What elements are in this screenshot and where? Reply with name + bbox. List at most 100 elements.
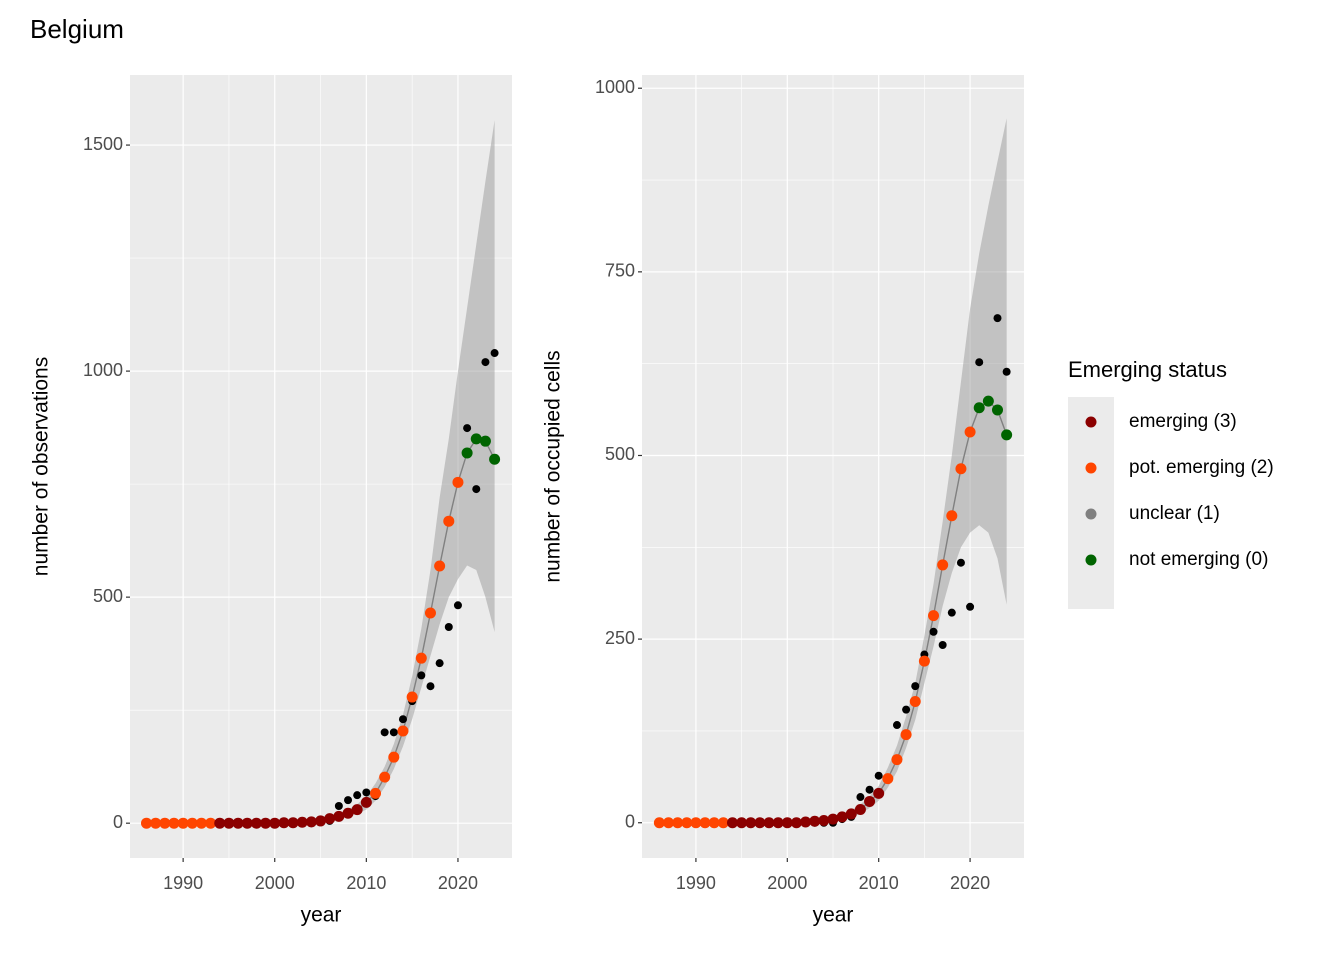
fit-point bbox=[690, 817, 702, 829]
x-tick-label: 2020 bbox=[950, 873, 990, 893]
fit-point bbox=[168, 817, 180, 829]
fit-point bbox=[278, 817, 290, 829]
y-tick-label: 1000 bbox=[83, 360, 123, 380]
fit-point bbox=[315, 815, 327, 827]
y-tick-label: 0 bbox=[625, 811, 635, 831]
x-tick-label: 2020 bbox=[438, 873, 478, 893]
fit-point bbox=[461, 447, 473, 459]
fit-point bbox=[745, 817, 757, 829]
fit-point bbox=[150, 817, 162, 829]
fit-point bbox=[937, 559, 949, 571]
fit-point bbox=[470, 433, 482, 445]
fit-point bbox=[864, 795, 876, 807]
x-axis-title: year bbox=[813, 904, 854, 927]
fit-point bbox=[827, 813, 839, 825]
fit-point bbox=[854, 804, 866, 816]
fit-point bbox=[177, 817, 189, 829]
fit-point bbox=[909, 696, 921, 708]
observed-point bbox=[463, 424, 472, 433]
observed-point bbox=[929, 627, 938, 636]
fit-point bbox=[708, 817, 720, 829]
fit-point bbox=[406, 691, 418, 703]
fit-point bbox=[653, 817, 665, 829]
fit-point bbox=[809, 815, 821, 827]
fit-point bbox=[443, 515, 455, 527]
fit-point bbox=[397, 725, 409, 737]
x-axis-title: year bbox=[301, 904, 342, 927]
fit-point bbox=[324, 813, 336, 825]
observed-point bbox=[1002, 367, 1011, 376]
y-axis-title: number of occupied cells bbox=[542, 350, 565, 582]
figure-title: Belgium bbox=[30, 14, 124, 44]
fit-point bbox=[928, 610, 940, 622]
observed-point bbox=[947, 608, 956, 617]
fit-point bbox=[195, 817, 207, 829]
y-tick-label: 750 bbox=[605, 261, 635, 281]
fit-point bbox=[900, 729, 912, 741]
fit-point bbox=[250, 817, 262, 829]
fit-point bbox=[232, 817, 244, 829]
legend-title: Emerging status bbox=[1068, 357, 1227, 382]
fit-point bbox=[140, 817, 152, 829]
fit-point bbox=[379, 771, 391, 783]
fit-point bbox=[489, 453, 501, 465]
fit-point bbox=[982, 395, 994, 407]
observed-point bbox=[389, 728, 398, 737]
fit-point bbox=[964, 426, 976, 438]
legend-label: not emerging (0) bbox=[1129, 549, 1268, 570]
fit-point bbox=[186, 817, 198, 829]
observed-point bbox=[490, 349, 499, 358]
observed-point bbox=[874, 771, 883, 780]
x-tick-label: 2010 bbox=[346, 873, 386, 893]
observed-point bbox=[435, 659, 444, 668]
fit-point bbox=[241, 817, 253, 829]
observed-point bbox=[380, 728, 389, 737]
fit-point bbox=[882, 773, 894, 785]
observed-point bbox=[856, 793, 865, 802]
y-tick-label: 1500 bbox=[83, 134, 123, 154]
fit-point bbox=[918, 655, 930, 667]
observed-point bbox=[481, 358, 490, 367]
fit-point bbox=[479, 435, 491, 447]
fit-point bbox=[772, 817, 784, 829]
fit-point bbox=[1001, 429, 1013, 441]
observed-point bbox=[993, 314, 1002, 323]
x-tick-label: 1990 bbox=[676, 873, 716, 893]
fit-point bbox=[296, 816, 308, 828]
fit-point bbox=[681, 817, 693, 829]
observed-point bbox=[453, 601, 462, 610]
observed-point bbox=[911, 682, 920, 691]
legend-keys-bg bbox=[1068, 397, 1114, 609]
fit-point bbox=[333, 810, 345, 822]
fit-point bbox=[214, 817, 226, 829]
fit-point bbox=[845, 808, 857, 820]
observed-point bbox=[417, 671, 426, 680]
y-tick-label: 250 bbox=[605, 628, 635, 648]
fit-point bbox=[370, 787, 382, 799]
y-tick-label: 500 bbox=[605, 444, 635, 464]
observed-point bbox=[344, 796, 353, 805]
fit-point bbox=[159, 817, 171, 829]
fit-point bbox=[946, 510, 958, 522]
fit-point bbox=[424, 607, 436, 619]
fit-point bbox=[205, 817, 217, 829]
fit-point bbox=[818, 815, 830, 827]
legend-key bbox=[1085, 416, 1097, 428]
fit-point bbox=[754, 817, 766, 829]
observed-point bbox=[865, 785, 874, 794]
x-tick-label: 2000 bbox=[767, 873, 807, 893]
fit-point bbox=[388, 751, 400, 763]
fit-point bbox=[726, 817, 738, 829]
observed-point bbox=[975, 358, 984, 367]
observed-point bbox=[362, 788, 371, 797]
fit-point bbox=[736, 817, 748, 829]
y-tick-label: 1000 bbox=[595, 77, 635, 97]
fit-point bbox=[991, 404, 1003, 416]
observed-point bbox=[398, 715, 407, 724]
observed-point bbox=[444, 622, 453, 631]
legend-key bbox=[1085, 554, 1097, 566]
fit-point bbox=[305, 816, 317, 828]
observed-point bbox=[334, 802, 343, 811]
fit-point bbox=[452, 476, 464, 488]
fit-point bbox=[836, 811, 848, 823]
